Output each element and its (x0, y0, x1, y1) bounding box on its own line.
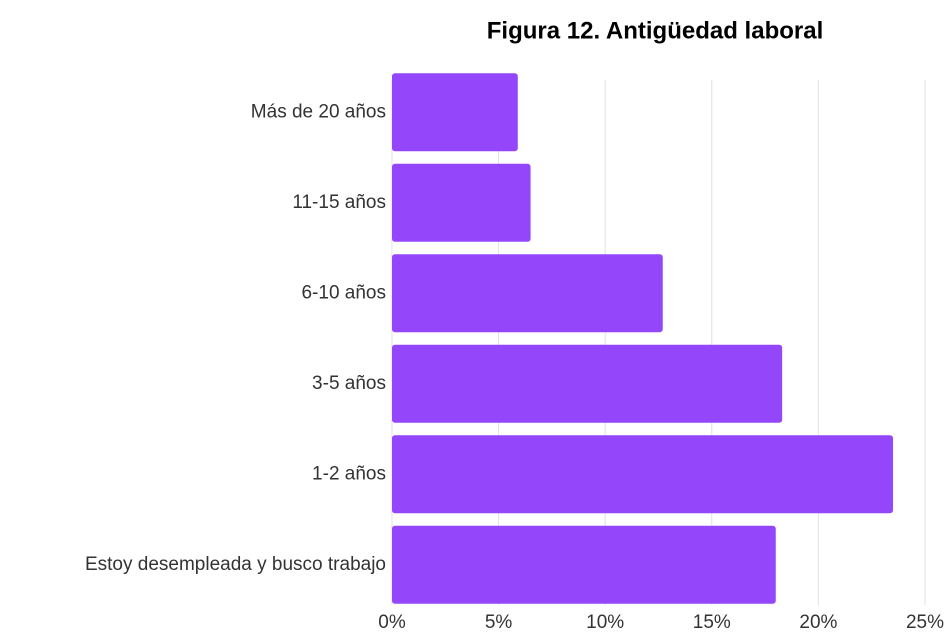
y-tick-label: 11-15 años (292, 192, 386, 213)
y-tick-label: 6-10 años (301, 282, 386, 303)
bar (392, 525, 776, 604)
bar (392, 344, 783, 423)
y-tick-label: Más de 20 años (251, 101, 386, 122)
y-tick-label: 3-5 años (312, 373, 386, 394)
x-tick-label: 10% (586, 612, 624, 633)
x-tick-label: 5% (485, 612, 513, 633)
y-tick-label: Estoy desempleada y busco trabajo (85, 554, 386, 575)
y-tick-label: 1-2 años (312, 463, 386, 484)
x-tick-label: 15% (693, 612, 731, 633)
bar (392, 73, 518, 152)
bar (392, 163, 531, 242)
bar (392, 254, 663, 333)
chart-title: Figura 12. Antigüedad laboral (487, 17, 824, 44)
x-tick-label: 0% (378, 612, 406, 633)
x-tick-label: 20% (799, 612, 837, 633)
bar (392, 435, 894, 514)
x-tick-label: 25% (906, 612, 944, 633)
